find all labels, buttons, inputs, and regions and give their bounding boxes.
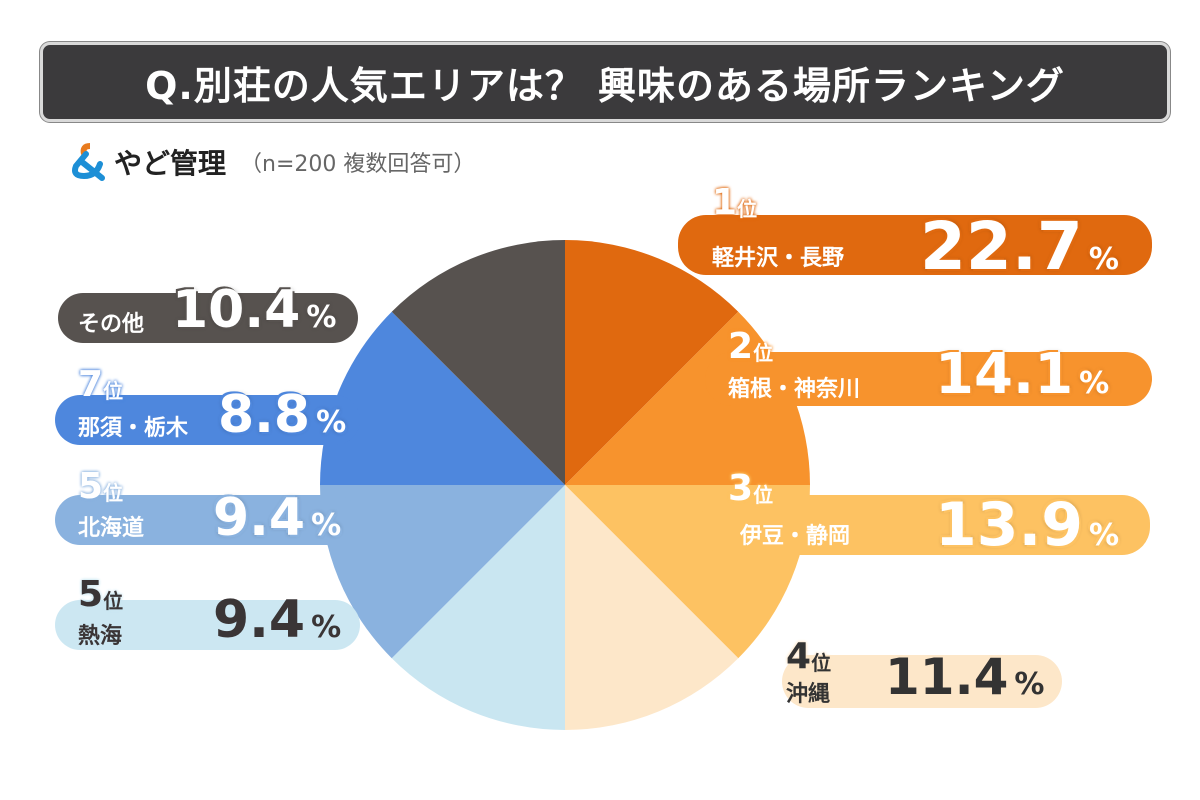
label-pill [705,352,1152,406]
label-pill [678,215,1152,275]
label-pill [55,495,360,545]
percent-sign: % [1088,242,1119,277]
value-label: 8.8% [218,385,346,445]
value-label: 9.4% [213,590,341,650]
value-number: 22.7 [920,208,1083,285]
rank-number: 2 [728,326,754,367]
rank-suffix: 位 [811,651,832,675]
rank-suffix: 位 [737,197,758,221]
value-number: 9.4 [213,488,306,548]
value-label: 13.9% [935,490,1119,560]
value-number: 13.9 [935,490,1084,560]
label-pill [782,655,1062,708]
category-label: その他 [78,312,145,337]
yado-kanri-logo [72,143,105,181]
rank-suffix: 位 [103,379,124,403]
category-label: 北海道 [78,516,145,541]
value-number: 10.4 [172,280,301,340]
value-label: 11.4% [885,648,1044,706]
percent-sign: % [1089,518,1120,553]
percent-sign: % [316,405,347,440]
category-label: 箱根・神奈川 [728,377,861,402]
pie-slice-6 [320,311,565,485]
category-label: 熱海 [78,624,123,649]
chart-title: Q.別荘の人気エリアは？ 興味のある場所ランキング [40,42,1170,122]
rank-number: 4 [786,636,812,677]
label-pill [700,495,1150,555]
sample-note: （n=200 複数回答可） [240,152,476,177]
category-label: 沖縄 [786,682,831,707]
pie-slice-0 [565,240,739,485]
category-label: 軽井沢・長野 [712,246,845,271]
label-pill [55,395,360,445]
rank-suffix: 位 [753,341,774,365]
value-label: 14.1% [935,342,1109,407]
pie-slice-5 [320,485,565,659]
value-label: 9.4% [213,488,341,548]
percent-sign: % [311,508,342,543]
rank-number: 7 [78,364,104,405]
brand-name: やど管理 [114,147,227,180]
category-label: 伊豆・静岡 [740,524,851,549]
percent-sign: % [1014,667,1045,702]
pie-slice-4 [391,485,565,730]
percent-sign: % [1079,366,1110,401]
percent-sign: % [311,610,342,645]
rank-number: 5 [78,466,104,507]
label-pill [58,293,358,343]
label-pill [55,600,360,650]
value-number: 11.4 [885,648,1009,706]
value-number: 8.8 [218,385,311,445]
brand: やど管理 （n=200 複数回答可） [68,142,475,182]
value-label: 10.4% [172,280,336,340]
percent-sign: % [306,300,337,335]
rank-suffix: 位 [103,589,124,613]
pie-slice-3 [565,485,739,730]
pie-slice-7 [391,240,565,485]
rank-suffix: 位 [753,483,774,507]
rank-number: 5 [78,574,104,615]
value-number: 14.1 [935,342,1074,407]
category-label: 那須・栃木 [78,416,189,441]
value-number: 9.4 [213,590,306,650]
rank-number: 1 [712,182,738,223]
rank-number: 3 [728,468,754,509]
rank-suffix: 位 [103,481,124,505]
value-label: 22.7% [920,208,1119,285]
